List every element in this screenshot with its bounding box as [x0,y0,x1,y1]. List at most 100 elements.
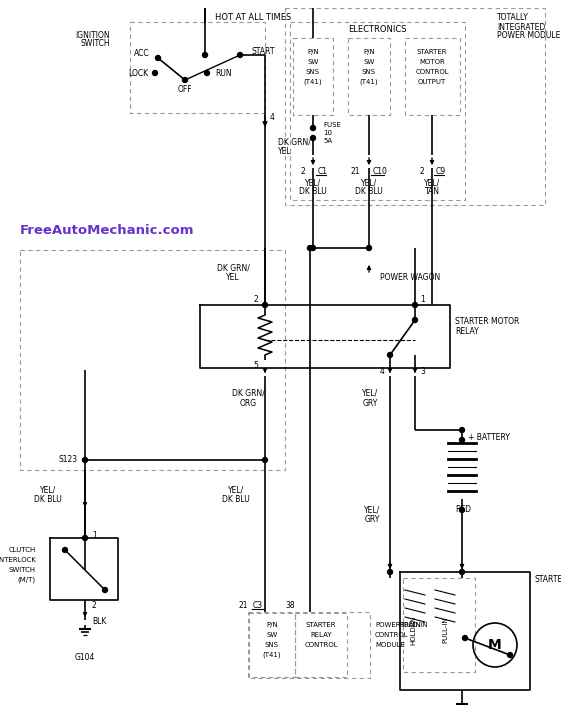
Circle shape [310,125,315,130]
Text: LOCK: LOCK [128,68,148,78]
Text: CONTROL: CONTROL [415,69,449,75]
Text: RUN: RUN [215,68,232,78]
Text: BLK: BLK [92,618,107,627]
Text: YEL/: YEL/ [361,178,377,188]
Text: 3: 3 [420,367,425,376]
Circle shape [462,635,467,641]
Text: P/N: P/N [266,622,278,628]
Text: FreeAutoMechanic.com: FreeAutoMechanic.com [20,223,195,236]
Text: OFF: OFF [178,85,192,94]
Circle shape [237,52,242,58]
Text: P/N: P/N [363,49,375,55]
Text: YEL/: YEL/ [305,178,321,188]
Text: 21: 21 [238,601,248,611]
Circle shape [263,458,268,462]
Text: 38: 38 [286,601,295,611]
Text: YEL: YEL [226,274,240,283]
Text: RED: RED [455,505,471,515]
Text: 2: 2 [300,168,305,176]
Text: 1: 1 [92,532,96,541]
Text: DK GRN/: DK GRN/ [278,137,311,147]
Text: YEL/: YEL/ [228,486,244,494]
Circle shape [459,438,465,443]
Text: CONTROL: CONTROL [375,632,408,638]
Text: MODULE: MODULE [375,642,405,648]
Text: DK BLU: DK BLU [299,188,327,197]
Text: CLUTCH: CLUTCH [9,547,36,553]
Text: DK BLU: DK BLU [34,496,62,505]
Text: IGNITION: IGNITION [75,30,110,39]
Text: POWERTRAIN: POWERTRAIN [375,622,421,628]
Text: DK BLU: DK BLU [222,496,250,505]
Text: SWITCH: SWITCH [9,567,36,573]
Text: RELAY: RELAY [455,328,479,336]
Circle shape [310,245,315,250]
Text: + BATTERY: + BATTERY [468,432,510,441]
Text: 5: 5 [253,360,258,369]
Text: INTEGRATED: INTEGRATED [497,23,545,32]
Text: (T41): (T41) [263,651,281,658]
Text: SW: SW [266,632,278,638]
Text: YEL/: YEL/ [40,486,56,494]
Text: 2: 2 [419,168,424,176]
Text: OUTPUT: OUTPUT [418,79,446,85]
Circle shape [263,302,268,307]
Text: (T41): (T41) [304,79,323,85]
Circle shape [388,570,393,575]
Text: POWER MODULE: POWER MODULE [497,32,560,40]
Text: GRY: GRY [362,398,378,407]
Circle shape [310,135,315,140]
Circle shape [366,245,371,250]
Text: MOTOR: MOTOR [419,59,445,65]
Text: CONTROL: CONTROL [304,642,338,648]
Text: 4: 4 [270,114,275,123]
Text: ACC: ACC [135,49,150,59]
Text: (M/T): (M/T) [18,577,36,583]
Text: RELAY: RELAY [310,632,332,638]
Text: START: START [252,47,275,56]
Text: C1: C1 [318,168,328,176]
Text: TAN: TAN [425,188,439,197]
Text: 10: 10 [323,130,332,136]
Circle shape [459,570,465,575]
Text: 1: 1 [420,295,425,305]
Text: POWER WAGON: POWER WAGON [380,274,440,283]
Text: HOT AT ALL TIMES: HOT AT ALL TIMES [215,13,291,21]
Circle shape [412,317,417,322]
Text: SW: SW [307,59,319,65]
Text: C10: C10 [373,168,388,176]
Text: STARTER: STARTER [535,575,561,584]
Circle shape [459,508,465,513]
Text: STARTER: STARTER [417,49,447,55]
Text: DK GRN/: DK GRN/ [232,388,264,398]
Circle shape [459,427,465,432]
Circle shape [412,302,417,307]
Circle shape [307,245,312,250]
Circle shape [388,352,393,357]
Circle shape [62,548,67,553]
Circle shape [153,70,158,75]
Circle shape [508,653,513,658]
Text: 21: 21 [351,168,360,176]
Text: 2: 2 [92,601,96,610]
Text: TOTALLY: TOTALLY [497,13,529,23]
Circle shape [82,458,88,462]
Text: YEL/: YEL/ [424,178,440,188]
Text: YEL/: YEL/ [362,388,378,398]
Text: YEL/: YEL/ [364,505,380,515]
Text: S123: S123 [59,455,78,465]
Circle shape [82,536,88,541]
Text: 5A: 5A [323,138,332,144]
Text: DK GRN/: DK GRN/ [217,264,250,273]
Text: STARTER: STARTER [306,622,336,628]
Circle shape [203,52,208,58]
Text: C9: C9 [436,168,446,176]
Text: G104: G104 [75,654,95,663]
Text: SNS: SNS [306,69,320,75]
Text: SWITCH: SWITCH [80,39,110,49]
Text: P/N: P/N [307,49,319,55]
Text: ELECTRONICS: ELECTRONICS [348,25,406,35]
Text: C3: C3 [253,601,263,611]
Text: SNS: SNS [362,69,376,75]
Circle shape [103,587,108,592]
